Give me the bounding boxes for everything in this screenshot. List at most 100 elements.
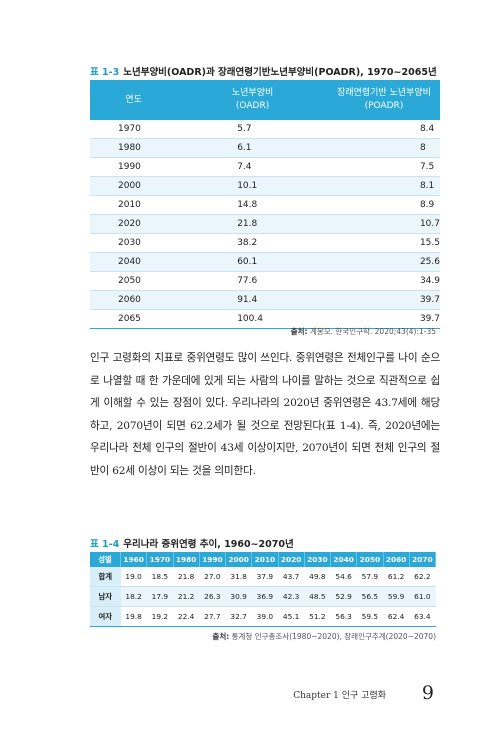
cell-year: 2010 (90, 195, 178, 215)
cell-median-age: 36.9 (251, 586, 278, 607)
cell-median-age: 54.6 (330, 567, 357, 587)
cell-poadr: 8.4 (327, 120, 440, 139)
cell-median-age: 22.4 (173, 606, 200, 627)
cell-median-age: 49.8 (304, 567, 331, 587)
cell-year: 2020 (90, 214, 178, 234)
table-1-4: 성별 1960 1970 1980 1990 2000 2010 2020 2030 2040 2… (90, 552, 437, 627)
cell-median-age: 26.3 (199, 586, 226, 607)
table-1-3-source: 출처: 계봉오. 한국인구학. 2020;43(4):1-35 (291, 326, 436, 337)
row-label: 남자 (90, 586, 121, 607)
page-footer: Chapter 1 인구 고령화 9 (90, 682, 440, 706)
row-label: 합계 (90, 567, 121, 587)
cell-median-age: 62.4 (383, 606, 410, 627)
cell-poadr: 39.7 (327, 309, 440, 329)
table-row: 1970 5.7 8.4 (90, 120, 440, 139)
cell-poadr: 7.5 (327, 157, 440, 177)
header-year: 2070 (409, 552, 437, 567)
cell-median-age: 19.0 (120, 567, 147, 587)
cell-year: 2065 (90, 309, 178, 329)
cell-median-age: 56.3 (330, 606, 357, 627)
table-1-4-source: 출처: 통계청 인구총조사(1980~2020), 장래인구추계(2020~20… (212, 631, 436, 642)
cell-median-age: 19.2 (146, 606, 173, 627)
cell-poadr: 34.9 (327, 271, 440, 291)
cell-poadr: 8.9 (327, 195, 440, 215)
cell-poadr: 15.5 (327, 233, 440, 253)
header-poadr-line1: 장래연령기반 노년부양비 (337, 88, 431, 98)
body-paragraph: 인구 고령화의 지표로 중위연령도 많이 쓰인다. 중위연령은 전체인구를 나이… (90, 347, 440, 482)
header-poadr-line2: (POADR) (364, 101, 404, 111)
table-1-3-caption: 표 1-3 노년부양비(OADR)과 장래연령기반노년부양비(POADR), 19… (90, 64, 437, 78)
table-1-4-caption: 표 1-4 우리나라 중위연령 추이, 1960~2070년 (90, 536, 294, 550)
header-year: 2030 (304, 552, 332, 567)
cell-year: 2000 (90, 176, 178, 196)
header-oadr-line1: 노년부양비 (231, 88, 274, 98)
table-row: 합계 19.0 18.5 21.8 27.0 31.8 37.9 43.7 49.8 54.6 57… (90, 567, 436, 587)
table-1-4-tag: 표 1-4 (90, 539, 120, 550)
cell-poadr: 8.1 (327, 176, 440, 196)
header-sex: 성별 (90, 552, 121, 567)
cell-oadr: 10.1 (177, 176, 328, 196)
cell-oadr: 77.6 (177, 271, 328, 291)
cell-year: 2060 (90, 290, 178, 310)
cell-median-age: 32.7 (225, 606, 252, 627)
cell-median-age: 59.9 (383, 586, 410, 607)
cell-year: 2030 (90, 233, 178, 253)
cell-median-age: 21.2 (173, 586, 200, 607)
cell-oadr: 38.2 (177, 233, 328, 253)
cell-median-age: 17.9 (146, 586, 173, 607)
cell-median-age: 45.1 (278, 606, 305, 627)
cell-median-age: 27.0 (199, 567, 226, 587)
chapter-label: Chapter 1 인구 고령화 (293, 691, 386, 701)
body-paragraph-text: 인구 고령화의 지표로 중위연령도 많이 쓰인다. 중위연령은 전체인구를 나이… (90, 352, 440, 477)
header-year: 1980 (173, 552, 200, 567)
cell-oadr: 60.1 (177, 252, 328, 272)
cell-median-age: 63.4 (409, 606, 436, 627)
table-row: 2010 14.8 8.9 (90, 195, 440, 215)
header-year: 2060 (383, 552, 410, 567)
table-row: 2065 100.4 39.7 (90, 309, 440, 329)
cell-median-age: 21.8 (173, 567, 200, 587)
table-1-4-source-label: 출처: (212, 632, 230, 641)
cell-median-age: 30.9 (225, 586, 252, 607)
cell-poadr: 25.6 (327, 252, 440, 272)
table-1-4-body: 합계 19.0 18.5 21.8 27.0 31.8 37.9 43.7 49.8 54.6 57… (90, 567, 436, 627)
table-1-3: 연도 노년부양비 (OADR) 장래연령기반 노년부양비 (POADR) 197… (90, 80, 440, 329)
cell-median-age: 61.0 (409, 586, 436, 607)
cell-median-age: 62.2 (409, 567, 436, 587)
cell-oadr: 14.8 (177, 195, 328, 215)
header-year: 2050 (356, 552, 384, 567)
header-year: 연도 (90, 80, 178, 120)
cell-median-age: 37.9 (251, 567, 278, 587)
cell-oadr: 7.4 (177, 157, 328, 177)
cell-oadr: 21.8 (177, 214, 328, 234)
cell-median-age: 18.5 (146, 567, 173, 587)
header-year: 2040 (330, 552, 358, 567)
table-1-4-source-text: 통계청 인구총조사(1980~2020), 장래인구추계(2020~2070) (231, 632, 436, 641)
table-1-4-header-row: 성별 1960 1970 1980 1990 2000 2010 2020 2030 2040 2… (90, 552, 437, 567)
table-row: 1980 6.1 8 (90, 138, 440, 158)
table-row: 2000 10.1 8.1 (90, 176, 440, 196)
cell-year: 1990 (90, 157, 178, 177)
cell-median-age: 59.5 (356, 606, 383, 627)
cell-oadr: 6.1 (177, 138, 328, 158)
table-row: 여자 19.8 19.2 22.4 27.7 32.7 39.0 45.1 51.2 56.3 59… (90, 606, 436, 627)
cell-year: 2050 (90, 271, 178, 291)
cell-median-age: 57.9 (356, 567, 383, 587)
table-row: 2020 21.8 10.7 (90, 214, 440, 234)
header-year: 2010 (251, 552, 279, 567)
header-year: 1990 (199, 552, 227, 567)
cell-oadr: 5.7 (177, 120, 328, 139)
table-1-3-title: 노년부양비(OADR)과 장래연령기반노년부양비(POADR), 1970~20… (123, 67, 437, 78)
cell-median-age: 52.9 (330, 586, 357, 607)
table-1-4-title: 우리나라 중위연령 추이, 1960~2070년 (123, 539, 294, 550)
cell-year: 2040 (90, 252, 178, 272)
cell-median-age: 27.7 (199, 606, 226, 627)
cell-median-age: 43.7 (278, 567, 305, 587)
cell-median-age: 56.5 (356, 586, 383, 607)
cell-median-age: 48.5 (304, 586, 331, 607)
cell-median-age: 18.2 (120, 586, 147, 607)
cell-poadr: 8 (327, 138, 440, 158)
cell-year: 1970 (90, 120, 178, 139)
table-1-3-source-text: 계봉오. 한국인구학. 2020;43(4):1-35 (309, 327, 436, 336)
table-row: 2060 91.4 39.7 (90, 290, 440, 310)
